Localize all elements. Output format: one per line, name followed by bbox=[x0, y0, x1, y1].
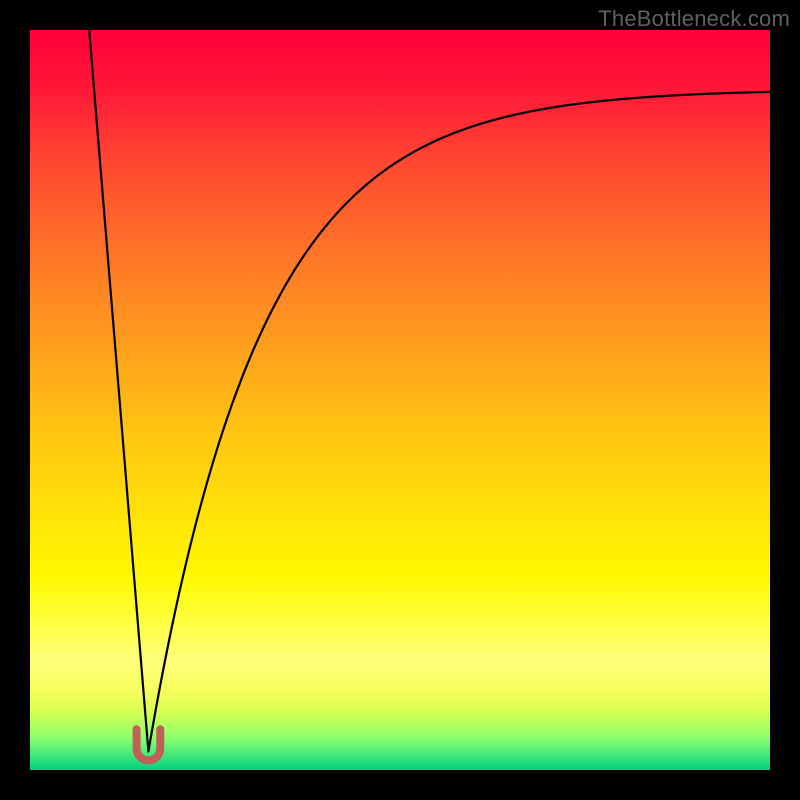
bottleneck-chart bbox=[30, 30, 770, 770]
watermark-text: TheBottleneck.com bbox=[598, 6, 790, 32]
chart-container bbox=[30, 30, 770, 770]
